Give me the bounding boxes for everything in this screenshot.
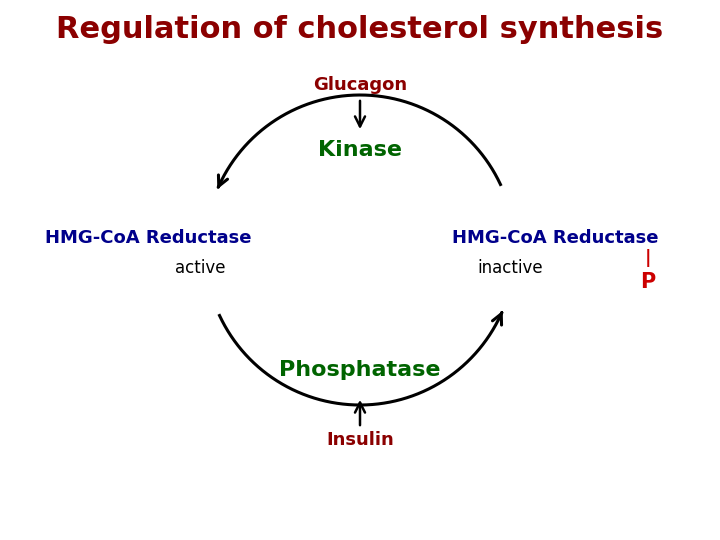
Text: HMG-CoA Reductase: HMG-CoA Reductase bbox=[45, 229, 251, 247]
Text: Insulin: Insulin bbox=[326, 431, 394, 449]
Text: Phosphatase: Phosphatase bbox=[279, 360, 441, 380]
Text: inactive: inactive bbox=[477, 259, 543, 277]
Text: P: P bbox=[640, 272, 656, 292]
Text: Glucagon: Glucagon bbox=[313, 76, 407, 94]
Text: Regulation of cholesterol synthesis: Regulation of cholesterol synthesis bbox=[56, 16, 664, 44]
Text: active: active bbox=[175, 259, 225, 277]
Text: Kinase: Kinase bbox=[318, 140, 402, 160]
Text: |: | bbox=[644, 249, 652, 267]
Text: HMG-CoA Reductase: HMG-CoA Reductase bbox=[451, 229, 658, 247]
